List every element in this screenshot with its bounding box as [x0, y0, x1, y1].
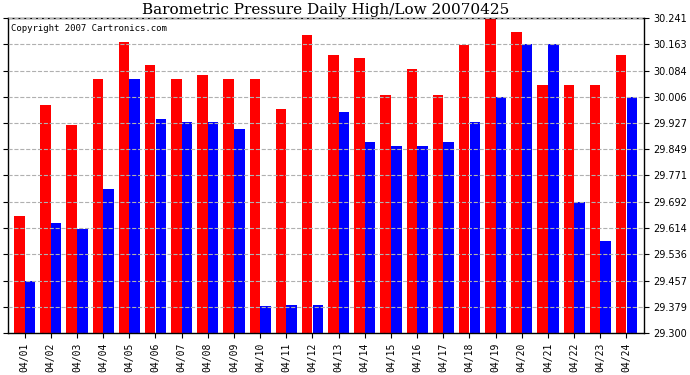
- Bar: [564, 85, 574, 333]
- Bar: [496, 97, 506, 333]
- Bar: [391, 146, 402, 333]
- Bar: [485, 18, 495, 333]
- Bar: [92, 79, 103, 333]
- Bar: [130, 79, 140, 333]
- Bar: [616, 55, 627, 333]
- Bar: [600, 241, 611, 333]
- Bar: [417, 146, 428, 333]
- Bar: [511, 32, 522, 333]
- Bar: [224, 79, 234, 333]
- Bar: [250, 79, 260, 333]
- Bar: [25, 280, 35, 333]
- Bar: [145, 65, 155, 333]
- Bar: [627, 97, 637, 333]
- Bar: [380, 95, 391, 333]
- Bar: [459, 45, 469, 333]
- Bar: [339, 112, 349, 333]
- Bar: [119, 42, 129, 333]
- Bar: [208, 122, 219, 333]
- Bar: [286, 304, 297, 333]
- Bar: [197, 75, 208, 333]
- Bar: [590, 85, 600, 333]
- Bar: [302, 35, 313, 333]
- Bar: [574, 202, 584, 333]
- Bar: [156, 119, 166, 333]
- Bar: [234, 129, 244, 333]
- Bar: [328, 55, 339, 333]
- Bar: [444, 142, 454, 333]
- Bar: [40, 105, 50, 333]
- Bar: [14, 216, 25, 333]
- Bar: [313, 304, 323, 333]
- Bar: [51, 223, 61, 333]
- Bar: [181, 122, 193, 333]
- Bar: [66, 126, 77, 333]
- Bar: [77, 229, 88, 333]
- Bar: [260, 306, 270, 333]
- Bar: [365, 142, 375, 333]
- Bar: [522, 44, 533, 333]
- Bar: [538, 85, 548, 333]
- Bar: [433, 95, 443, 333]
- Bar: [104, 189, 114, 333]
- Bar: [276, 109, 286, 333]
- Bar: [171, 79, 181, 333]
- Bar: [354, 58, 365, 333]
- Bar: [406, 69, 417, 333]
- Text: Copyright 2007 Cartronics.com: Copyright 2007 Cartronics.com: [11, 24, 167, 33]
- Title: Barometric Pressure Daily High/Low 20070425: Barometric Pressure Daily High/Low 20070…: [142, 3, 509, 17]
- Bar: [548, 44, 559, 333]
- Bar: [470, 122, 480, 333]
